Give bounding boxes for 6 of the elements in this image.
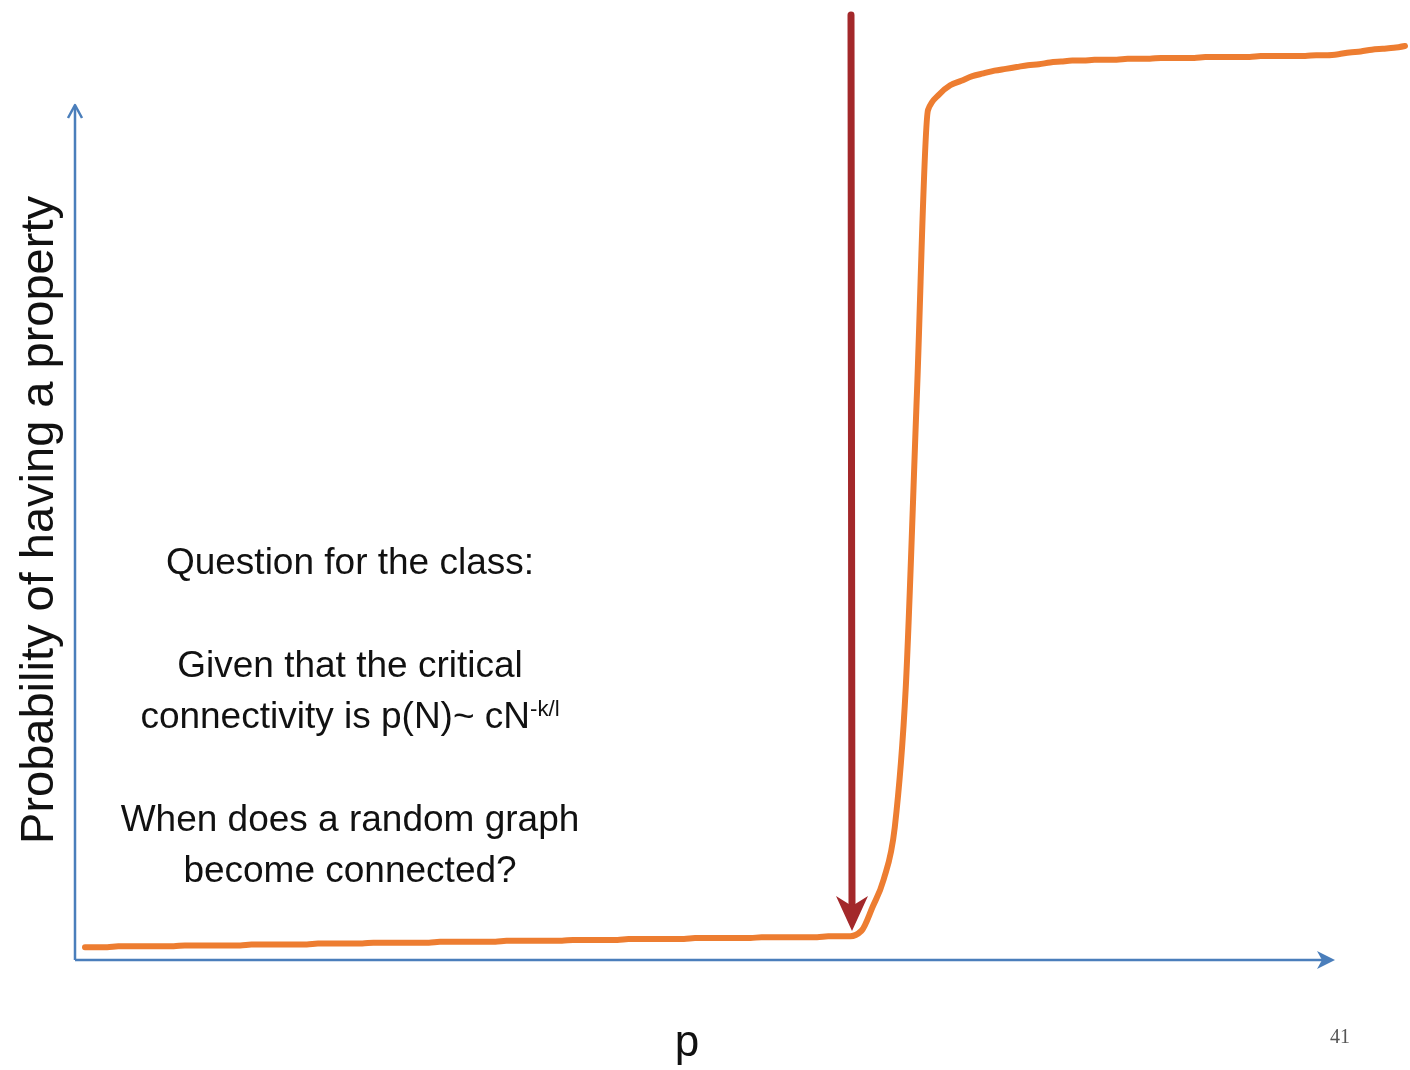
x-axis-title: p [674, 1016, 700, 1065]
annotation: Given that the critical connectivity is p(N)~ cN$^{-k/l}$ [140, 644, 560, 736]
text: 41 [1330, 1025, 1350, 1047]
y-axis-title: Probability of having a property [10, 195, 63, 844]
annotation: When does a random graph become connected? [120, 798, 580, 890]
annotation: Question for the class: [165, 541, 535, 582]
